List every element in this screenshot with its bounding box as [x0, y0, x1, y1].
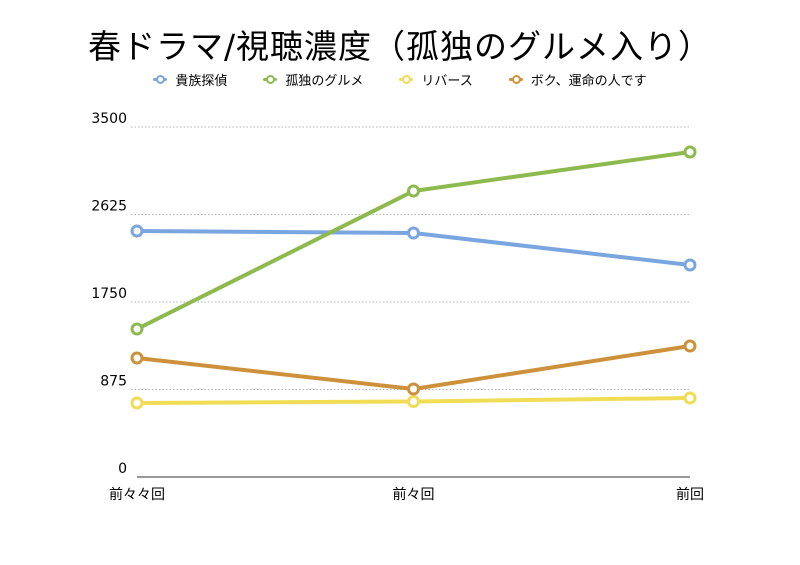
legend-swatch-3: [508, 75, 523, 84]
x-tick-label-0: 前々々回: [109, 486, 165, 503]
series-0-point-0: [130, 224, 144, 238]
legend-item-1: 孤独のグルメ: [263, 70, 363, 89]
series-3-point-0: [130, 351, 144, 365]
legend-item-3: ボク、運命の人です: [508, 70, 647, 89]
series-3-point-1: [407, 382, 420, 396]
series-2-point-0: [130, 396, 144, 410]
y-tick-label-2: 1750: [91, 286, 127, 302]
series-1-point-2: [683, 145, 697, 159]
series-1-point-0: [130, 322, 144, 336]
chart-title: 春ドラマ/視聴濃度（孤独のグルメ入り）: [87, 27, 713, 66]
legend-swatch-1: [263, 75, 278, 84]
series-3-point-2: [683, 339, 697, 353]
legend-item-2: リバース: [399, 70, 473, 89]
x-tick-label-2: 前回: [676, 486, 704, 503]
x-tick-label-1: 前々回: [393, 486, 435, 503]
series-2-point-2: [683, 391, 697, 405]
legend: 貴族探偵 孤独のグルメ リバース ボク、運命の人です: [0, 70, 800, 89]
legend-label-0: 貴族探偵: [175, 74, 228, 89]
y-tick-label-1: 875: [100, 374, 127, 390]
y-tick-label-3: 2625: [91, 199, 127, 215]
series-0-point-1: [407, 226, 420, 240]
legend-label-3: ボク、運命の人です: [530, 74, 647, 89]
y-tick-label-4: 3500: [91, 111, 127, 127]
series-2-point-1: [407, 395, 420, 408]
legend-label-2: リバース: [421, 74, 473, 89]
legend-swatch-0: [153, 75, 168, 84]
legend-swatch-2: [399, 75, 414, 84]
legend-label-1: 孤独のグルメ: [285, 74, 364, 89]
y-tick-label-0: 0: [118, 461, 127, 477]
series-1-point-1: [407, 184, 420, 198]
series-0-point-2: [683, 258, 697, 272]
legend-item-0: 貴族探偵: [153, 70, 227, 89]
